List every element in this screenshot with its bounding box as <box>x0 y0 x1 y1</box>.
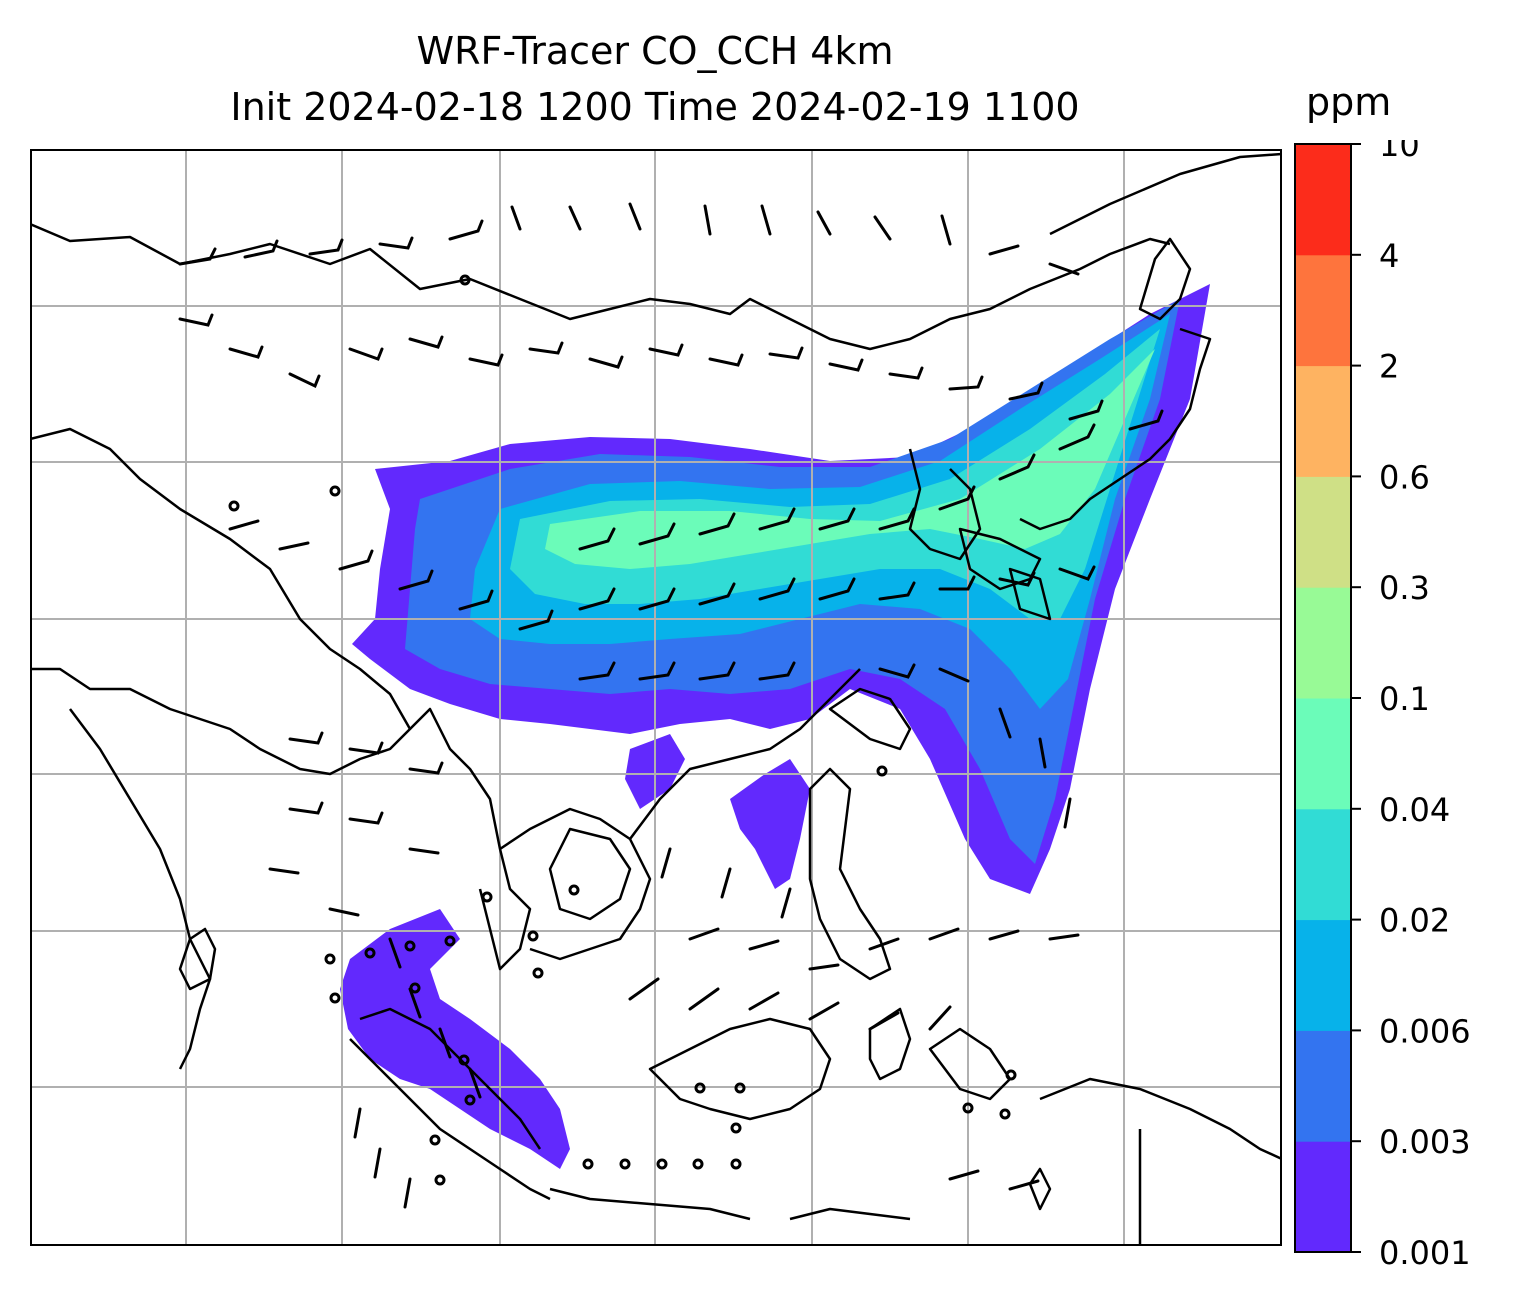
calm-circles <box>228 274 1017 1186</box>
colorbar-tick-label: 0.001 <box>1379 1234 1471 1270</box>
chart-title-line2: Init 2024-02-18 1200 Time 2024-02-19 110… <box>230 85 1080 129</box>
tracer-plume-south <box>340 909 570 1169</box>
colorbar-tick-label: 0.006 <box>1379 1012 1471 1050</box>
colorbar-segment <box>1295 587 1351 699</box>
colorbar-tick-label: 0.02 <box>1379 902 1450 940</box>
colorbar-tick-label: 0.1 <box>1379 680 1430 718</box>
colorbar-segment <box>1295 144 1351 256</box>
colorbar-segment <box>1295 1030 1351 1142</box>
tracer-plume-scs <box>625 734 810 889</box>
colorbar-border <box>1294 143 1352 1253</box>
colorbar-tick-label: 4 <box>1379 237 1399 275</box>
coastlines <box>30 152 1280 1244</box>
colorbar-segment <box>1295 919 1351 1031</box>
colorbar-tick-label: 0.3 <box>1379 569 1430 607</box>
map-panel <box>30 149 1282 1246</box>
colorbar-unit-label: ppm <box>1306 80 1392 124</box>
wind-barbs <box>178 202 1164 1209</box>
colorbar-segment <box>1295 476 1351 588</box>
chart-title-line1: WRF-Tracer CO_CCH 4km <box>416 29 894 73</box>
colorbar-segment <box>1295 254 1351 367</box>
map-border <box>30 149 1282 1246</box>
colorbar: 0.001 0.003 0.006 0.02 0.04 0.1 0.3 0.6 2 4 10 <box>1294 140 1471 1270</box>
colorbar-tick-label: 2 <box>1379 348 1399 386</box>
colorbar-segment <box>1295 698 1351 810</box>
colorbar-segment <box>1295 808 1351 921</box>
colorbar-segment <box>1295 365 1351 477</box>
colorbar-tick-label: 10 <box>1379 140 1420 164</box>
colorbar-segment <box>1295 1141 1351 1253</box>
colorbar-tick-label: 0.04 <box>1379 791 1450 829</box>
colorbar-tick-label: 0.6 <box>1379 458 1430 496</box>
colorbar-tick-label: 0.003 <box>1379 1123 1471 1161</box>
